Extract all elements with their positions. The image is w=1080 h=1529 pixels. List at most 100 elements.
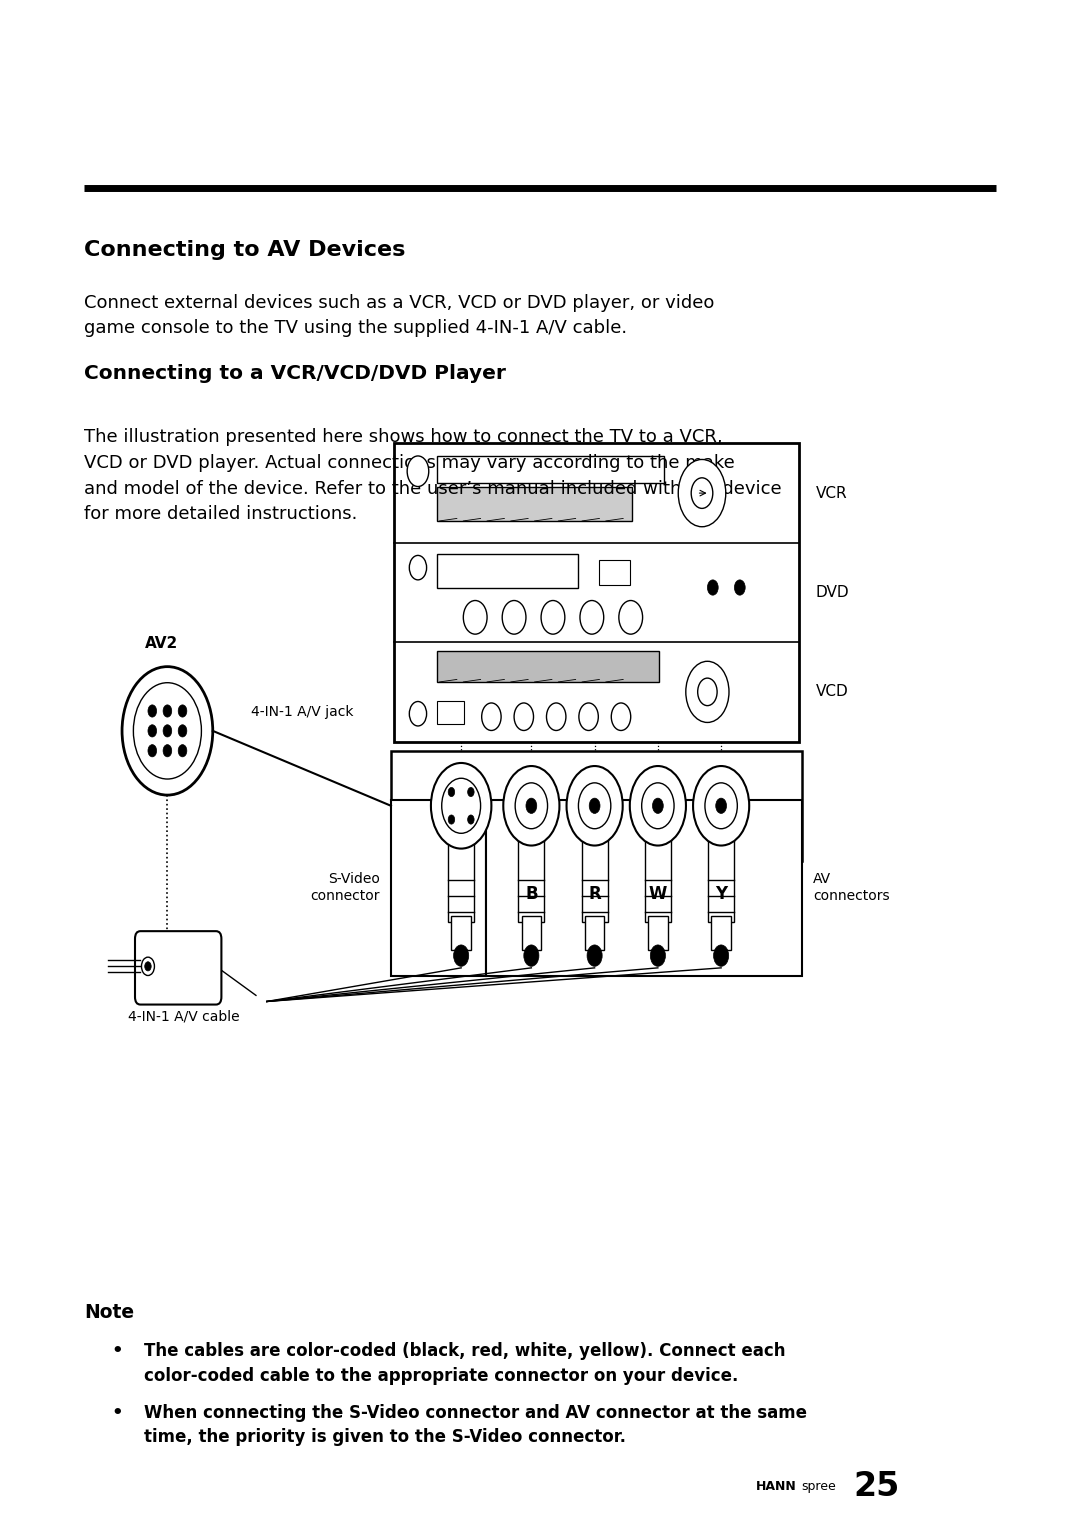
- Circle shape: [468, 787, 474, 797]
- Bar: [391, 751, 802, 861]
- Circle shape: [178, 725, 187, 737]
- Text: VCD: VCD: [815, 685, 848, 699]
- Circle shape: [163, 705, 172, 717]
- Circle shape: [442, 778, 481, 833]
- Text: When connecting the S-Video connector and AV connector at the same
time, the pri: When connecting the S-Video connector an…: [144, 1404, 807, 1446]
- Circle shape: [148, 725, 157, 737]
- Text: The cables are color-coded (black, red, white, yellow). Connect each
color-coded: The cables are color-coded (black, red, …: [144, 1342, 785, 1385]
- Text: •: •: [111, 1342, 123, 1361]
- Circle shape: [448, 815, 455, 824]
- Text: Note: Note: [84, 1303, 134, 1321]
- Text: The illustration presented here shows how to connect the TV to a VCR,
VCD or DVD: The illustration presented here shows ho…: [84, 428, 782, 523]
- Bar: [712, 916, 731, 950]
- Bar: [437, 553, 578, 587]
- Circle shape: [502, 601, 526, 635]
- FancyBboxPatch shape: [135, 931, 221, 1005]
- Circle shape: [178, 705, 187, 717]
- Circle shape: [178, 745, 187, 757]
- Circle shape: [567, 766, 623, 846]
- Bar: [599, 560, 630, 584]
- Circle shape: [503, 766, 559, 846]
- Circle shape: [707, 579, 718, 595]
- Circle shape: [588, 945, 603, 966]
- Circle shape: [691, 477, 713, 508]
- Bar: [645, 807, 671, 922]
- Text: R: R: [589, 885, 600, 904]
- Text: Connect external devices such as a VCR, VCD or DVD player, or video
game console: Connect external devices such as a VCR, …: [84, 294, 715, 338]
- Circle shape: [463, 601, 487, 635]
- Circle shape: [580, 601, 604, 635]
- Circle shape: [134, 682, 202, 778]
- Text: Connecting to AV Devices: Connecting to AV Devices: [84, 240, 406, 260]
- Text: spree: spree: [801, 1480, 836, 1492]
- Circle shape: [468, 815, 474, 824]
- Circle shape: [526, 798, 537, 813]
- Text: AV
connectors: AV connectors: [813, 873, 890, 902]
- Circle shape: [714, 945, 729, 966]
- Bar: [394, 443, 799, 742]
- Circle shape: [716, 798, 727, 813]
- Bar: [451, 916, 471, 950]
- Circle shape: [546, 703, 566, 731]
- Circle shape: [448, 787, 455, 797]
- Bar: [448, 807, 474, 922]
- Bar: [648, 916, 667, 950]
- Circle shape: [514, 703, 534, 731]
- Bar: [391, 800, 486, 976]
- Circle shape: [693, 766, 750, 846]
- Text: Y: Y: [715, 885, 727, 904]
- Bar: [437, 700, 464, 723]
- Circle shape: [163, 725, 172, 737]
- Circle shape: [409, 555, 427, 579]
- Circle shape: [611, 703, 631, 731]
- Text: W: W: [649, 885, 667, 904]
- Circle shape: [734, 579, 745, 595]
- Bar: [518, 807, 544, 922]
- Circle shape: [698, 679, 717, 706]
- Bar: [522, 916, 541, 950]
- Circle shape: [705, 783, 738, 829]
- Circle shape: [482, 703, 501, 731]
- Circle shape: [524, 945, 539, 966]
- Bar: [585, 916, 605, 950]
- Circle shape: [678, 459, 726, 526]
- Bar: [455, 836, 468, 849]
- Circle shape: [619, 601, 643, 635]
- Circle shape: [650, 945, 665, 966]
- Circle shape: [579, 783, 611, 829]
- Text: VCR: VCR: [815, 486, 847, 500]
- Text: Connecting to a VCR/VCD/DVD Player: Connecting to a VCR/VCD/DVD Player: [84, 364, 507, 382]
- Circle shape: [431, 763, 491, 849]
- Bar: [708, 807, 734, 922]
- Text: S-Video
connector: S-Video connector: [311, 873, 380, 902]
- Circle shape: [407, 456, 429, 486]
- Text: DVD: DVD: [815, 586, 849, 599]
- Circle shape: [148, 745, 157, 757]
- Text: HANN: HANN: [756, 1480, 797, 1492]
- Circle shape: [642, 783, 674, 829]
- Text: AV2: AV2: [146, 636, 178, 651]
- Circle shape: [145, 962, 151, 971]
- Circle shape: [163, 745, 172, 757]
- Circle shape: [409, 702, 427, 726]
- Circle shape: [515, 783, 548, 829]
- Circle shape: [148, 705, 157, 717]
- Text: 4-IN-1 A/V cable: 4-IN-1 A/V cable: [127, 1009, 240, 1023]
- Text: B: B: [525, 885, 538, 904]
- Bar: [582, 807, 608, 922]
- Text: •: •: [111, 1404, 123, 1422]
- Circle shape: [686, 661, 729, 723]
- Bar: [486, 800, 802, 976]
- Circle shape: [630, 766, 686, 846]
- Circle shape: [141, 957, 154, 976]
- Circle shape: [454, 945, 469, 966]
- Text: 4-IN-1 A/V jack: 4-IN-1 A/V jack: [251, 705, 353, 719]
- Circle shape: [541, 601, 565, 635]
- Bar: [437, 651, 659, 682]
- Bar: [437, 456, 664, 483]
- Bar: [437, 488, 632, 521]
- Bar: [507, 870, 746, 919]
- Text: 25: 25: [853, 1469, 900, 1503]
- Circle shape: [122, 667, 213, 795]
- Circle shape: [652, 798, 663, 813]
